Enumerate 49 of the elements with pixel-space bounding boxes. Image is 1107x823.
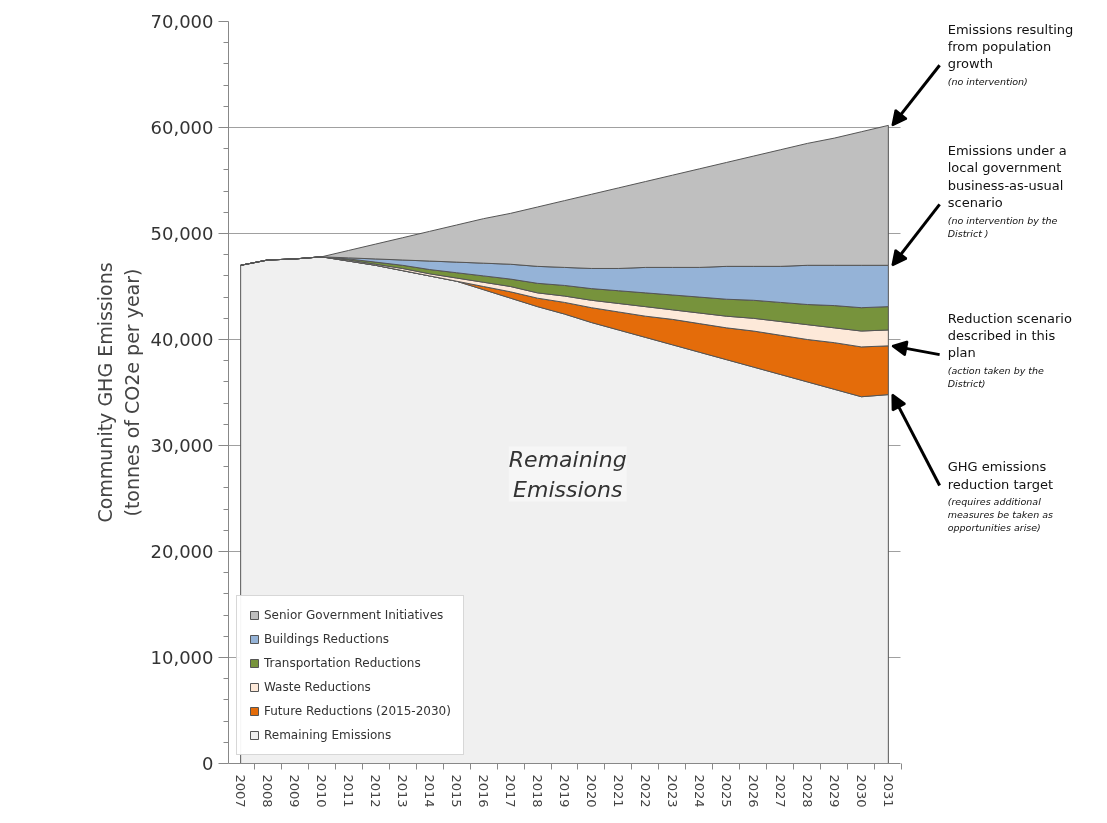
annotation: Reduction scenario described in this plan	[947, 310, 1072, 361]
annotation: GHG emissions reduction target	[947, 459, 1053, 492]
legend-label: Senior Government Initiatives	[264, 608, 444, 622]
x-tick-label: 2026	[745, 774, 761, 808]
x-tick-label: 2025	[718, 774, 734, 808]
y-axis-title: Community GHG Emissions (tonnes of CO2e per year)	[94, 262, 143, 523]
y-tick-label: 30,000	[150, 435, 214, 456]
x-tick-label: 2013	[395, 774, 411, 808]
x-tick-label: 2019	[557, 774, 572, 808]
x-tick-label: 2022	[637, 774, 653, 808]
y-tick-label: 10,000	[150, 647, 214, 668]
x-tick-label: 2012	[368, 774, 384, 808]
annotation: Emissions resulting from population growth	[947, 21, 1074, 71]
x-tick-label: 2015	[449, 774, 465, 808]
x-tick-label: 2029	[826, 774, 842, 808]
x-tick-label: 2017	[503, 774, 519, 808]
y-tick-label: 70,000	[150, 11, 214, 32]
text: (no intervention by the District )	[947, 215, 1058, 239]
legend-label: Buildings Reductions	[264, 632, 389, 646]
y-tick-label: 50,000	[150, 223, 214, 244]
x-tick-label: 2010	[314, 774, 330, 808]
legend-label: Remaining Emissions	[264, 728, 392, 742]
x-tick-label: 2018	[530, 774, 546, 808]
y-tick-label: 0	[202, 753, 214, 774]
x-tick-label: 2008	[260, 774, 276, 808]
x-tick-label: 2011	[341, 774, 357, 808]
legend-label: Future Reductions (2015-2030)	[264, 704, 451, 718]
x-tick-label: 2020	[583, 774, 599, 808]
x-tick-label: 2027	[772, 774, 788, 808]
legend-label: Transportation Reductions	[264, 656, 421, 670]
text: (requires additional measures be taken as opportunities arise)	[947, 496, 1053, 533]
x-tick-label: 2028	[799, 774, 815, 808]
y-tick-label: 20,000	[150, 541, 214, 562]
x-tick-label: 2030	[853, 774, 869, 808]
x-tick-label: 2023	[664, 774, 680, 808]
legend-label: Waste Reductions	[264, 680, 371, 694]
y-tick-label: 60,000	[150, 117, 214, 138]
x-tick-label: 2009	[287, 774, 303, 808]
x-tick-label: 2007	[233, 774, 249, 808]
x-tick-label: 2024	[691, 774, 707, 808]
x-tick-label: 2031	[880, 774, 896, 808]
x-tick-label: 2014	[422, 774, 438, 808]
x-tick-label: 2021	[610, 774, 626, 808]
text: (no intervention)	[947, 76, 1028, 87]
text: (action taken by the District)	[947, 365, 1045, 390]
x-tick-label: 2016	[476, 774, 492, 808]
annotation: Emissions under a local government business-as-usual scenario	[947, 143, 1067, 210]
y-tick-label: 40,000	[150, 329, 214, 350]
annotation: Remaining Emissions	[508, 446, 627, 502]
